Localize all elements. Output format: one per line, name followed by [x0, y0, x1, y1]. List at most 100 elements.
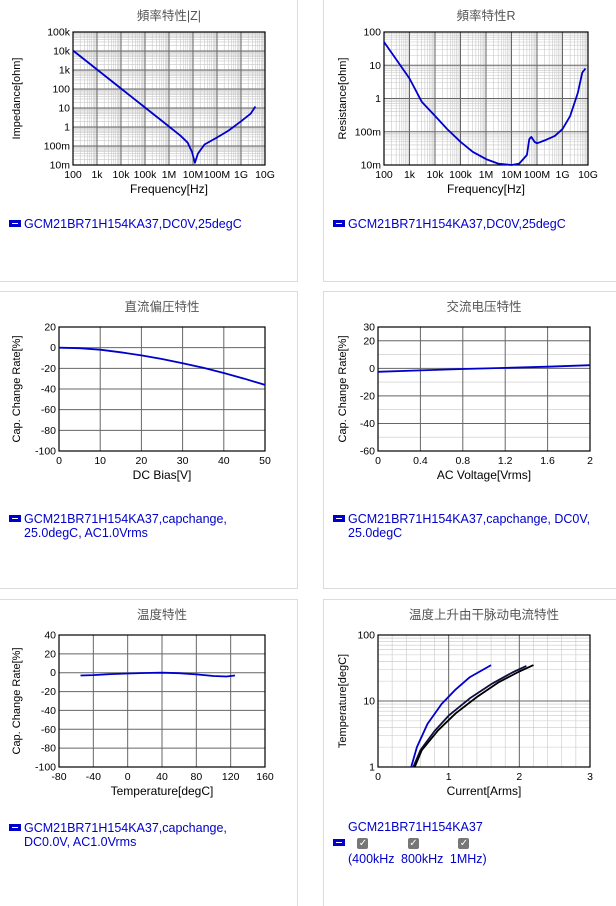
legend-resistance: GCM21BR71H154KA37,DC0V,25degC: [333, 217, 566, 231]
y-tick-label: 0: [50, 667, 56, 679]
x-tick-label: 100M: [524, 169, 550, 181]
chart-title: 頻率特性|Z|: [137, 8, 201, 23]
y-tick-label: -20: [41, 686, 56, 698]
y-tick-label: -20: [41, 363, 56, 375]
x-tick-label: 1k: [404, 169, 416, 181]
y-tick-label: 100m: [355, 126, 382, 138]
minor-grid: [378, 326, 590, 452]
x-tick-label: -40: [86, 771, 101, 783]
y-tick-label: -60: [360, 446, 375, 458]
impedance-chart: 頻率特性|Z|100 1k 10k 100k 1M 10M 100M 1G 10G100k10k…: [11, 8, 275, 196]
chart-title: 温度上升由干脉动电流特性: [409, 607, 559, 622]
legend-label-line1: GCM21BR71H154KA37,capchange,: [24, 512, 227, 526]
x-axis-label: DC Bias[V]: [133, 468, 192, 482]
plot-frame: [377, 634, 591, 768]
x-tick-label: 0.8: [455, 455, 470, 467]
x-tick-label: 10M: [183, 169, 203, 181]
y-tick-label: -40: [41, 705, 56, 717]
x-tick-label: -80: [51, 771, 66, 783]
y-tick-label: 1: [375, 93, 381, 105]
legend-title: GCM21BR71H154KA37: [348, 820, 483, 834]
x-tick-label: 10G: [255, 169, 275, 181]
legend-swatch[interactable]: [333, 220, 345, 228]
chart-title: 直流偏圧特性: [124, 299, 199, 314]
chart-title: 交流电压特性: [446, 299, 521, 314]
y-tick-label: -40: [360, 418, 375, 430]
legend-freq-400khz: (400kHz: [348, 852, 395, 866]
x-tick-label: 100k: [449, 169, 473, 181]
legend-swatch[interactable]: [333, 839, 345, 847]
x-tick-label: 10k: [113, 169, 131, 181]
y-tick-label: 10: [58, 103, 70, 115]
temperature-chart: 温度特性-80 -40 0 40 80 120 16040200-20-40-60-80-1…: [11, 607, 274, 798]
legend-label: GCM21BR71H154KA37,DC0V,25degC: [348, 217, 566, 231]
legend-ac-voltage: GCM21BR71H154KA37,capchange, DC0V, 25.0d…: [333, 512, 590, 540]
y-axis-label: Resistance[ohm]: [337, 58, 349, 140]
y-tick-label: 10m: [361, 160, 382, 172]
y-axis-label: Cap. Change Rate[%]: [11, 647, 23, 754]
x-tick-label: 120: [222, 771, 240, 783]
y-tick-label: 100: [357, 630, 375, 642]
x-tick-label: 3: [587, 771, 593, 783]
x-tick-label: 1M: [162, 169, 177, 181]
legend-swatch[interactable]: [9, 515, 21, 523]
x-tick-label: 40: [156, 771, 168, 783]
legend-swatch[interactable]: [333, 515, 345, 523]
plot-frame: [383, 31, 589, 166]
x-tick-label: 1.6: [540, 455, 555, 467]
y-tick-label: 100: [363, 27, 381, 39]
y-tick-label: 20: [44, 322, 56, 334]
series-line: [410, 664, 492, 768]
y-tick-label: 10m: [50, 160, 71, 172]
x-tick-label: 80: [190, 771, 202, 783]
y-axis-label: Impedance[ohm]: [11, 58, 23, 140]
panel-dc-bias: [0, 291, 298, 589]
plot-frame: [377, 326, 591, 452]
x-tick-label: 10G: [578, 169, 598, 181]
legend-swatch[interactable]: [9, 220, 21, 228]
series-line: [412, 665, 527, 768]
y-tick-label: 10k: [53, 46, 71, 58]
chart-title: 頻率特性R: [456, 8, 515, 23]
y-tick-label: 30: [363, 322, 375, 334]
checkbox-800khz[interactable]: ✓: [407, 838, 419, 850]
panel-resistance: [323, 0, 616, 282]
series-line: [413, 664, 534, 768]
legend-label-line2: 25.0degC: [348, 526, 403, 540]
checkbox-400khz[interactable]: ✓: [357, 838, 369, 850]
legend-swatch[interactable]: [9, 824, 21, 832]
series-line: [58, 346, 266, 386]
y-tick-label: 1: [369, 762, 375, 774]
y-tick-label: -60: [41, 404, 56, 416]
x-tick-label: 0: [56, 455, 62, 467]
major-grid: [58, 634, 266, 768]
y-tick-label: 20: [363, 335, 375, 347]
series-line: [80, 671, 236, 678]
legend-label: GCM21BR71H154KA37,DC0V,25degC: [24, 217, 242, 231]
y-tick-label: 10: [363, 696, 375, 708]
resistance-chart: 頻率特性R 100 1k 10k 100k 1M 10M 100M 1G 10G 100 10 1 100…: [337, 8, 598, 196]
x-tick-label: 10: [94, 455, 106, 467]
checkbox-1mhz[interactable]: ✓: [458, 838, 470, 850]
x-tick-label: 1M: [479, 169, 494, 181]
legend-label-line2: DC0.0V, AC1.0Vrms: [24, 835, 137, 849]
x-tick-label: 50: [259, 455, 271, 467]
x-tick-label: 1G: [555, 169, 569, 181]
dc-bias-chart: 直流偏圧特性 0 10 20 30 40 50 20 0 -20 -40 -60 -80 -100 DC B…: [11, 299, 271, 482]
x-tick-label: 1k: [91, 169, 103, 181]
x-tick-label: 1G: [234, 169, 248, 181]
x-tick-label: 10M: [501, 169, 521, 181]
x-tick-label: 10k: [427, 169, 445, 181]
y-tick-label: 40: [44, 630, 56, 642]
x-tick-label: 1.2: [498, 455, 513, 467]
x-tick-label: 2: [516, 771, 522, 783]
chart-title: 温度特性: [137, 607, 187, 622]
plot-frame: [58, 634, 266, 768]
x-tick-label: 100k: [134, 169, 158, 181]
y-axis-label: Temperature[degC]: [337, 654, 349, 748]
x-axis-label: Temperature[degC]: [111, 784, 214, 798]
y-tick-label: 100m: [44, 141, 71, 153]
x-tick-label: 1: [446, 771, 452, 783]
